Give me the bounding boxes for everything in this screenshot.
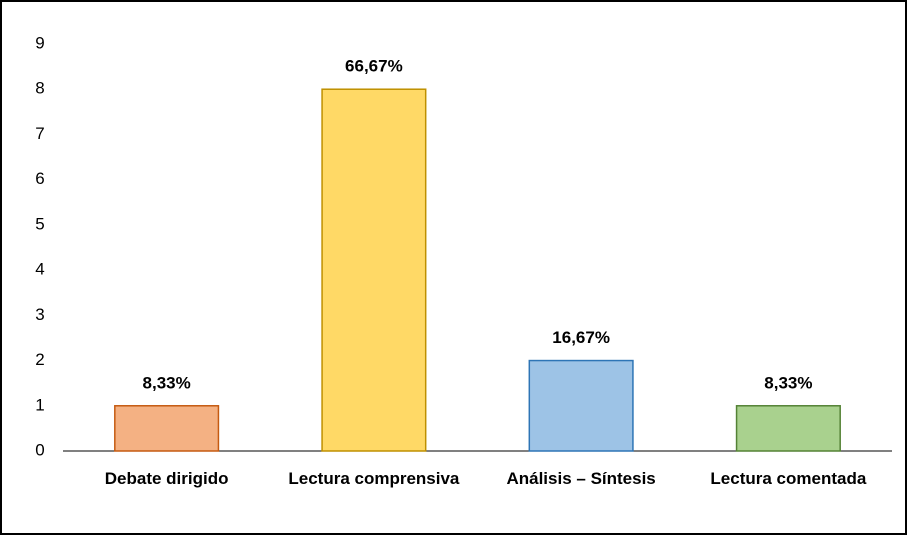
y-tick-label: 6 [35,169,44,188]
value-label: 8,33% [143,373,191,392]
y-tick-label: 9 [35,33,44,52]
x-tick-label: Lectura comentada [710,469,867,488]
value-label: 16,67% [552,328,610,347]
y-tick-label: 8 [35,79,44,98]
bar [735,405,841,452]
x-tick-label: Lectura comprensiva [288,469,460,488]
x-tick-label: Debate dirigido [104,469,229,488]
y-tick-label: 0 [35,440,44,459]
y-tick-label: 4 [35,260,44,279]
x-tick-label: Análisis – Síntesis [506,469,656,488]
bar [321,88,427,452]
bar [528,359,634,452]
y-tick-label: 3 [35,305,44,324]
y-tick-label: 1 [35,395,44,414]
value-label: 66,67% [345,57,403,76]
y-tick-label: 7 [35,124,44,143]
bar [114,405,220,452]
value-label: 8,33% [764,373,812,392]
y-tick-label: 5 [35,214,44,233]
y-tick-label: 2 [35,350,44,369]
